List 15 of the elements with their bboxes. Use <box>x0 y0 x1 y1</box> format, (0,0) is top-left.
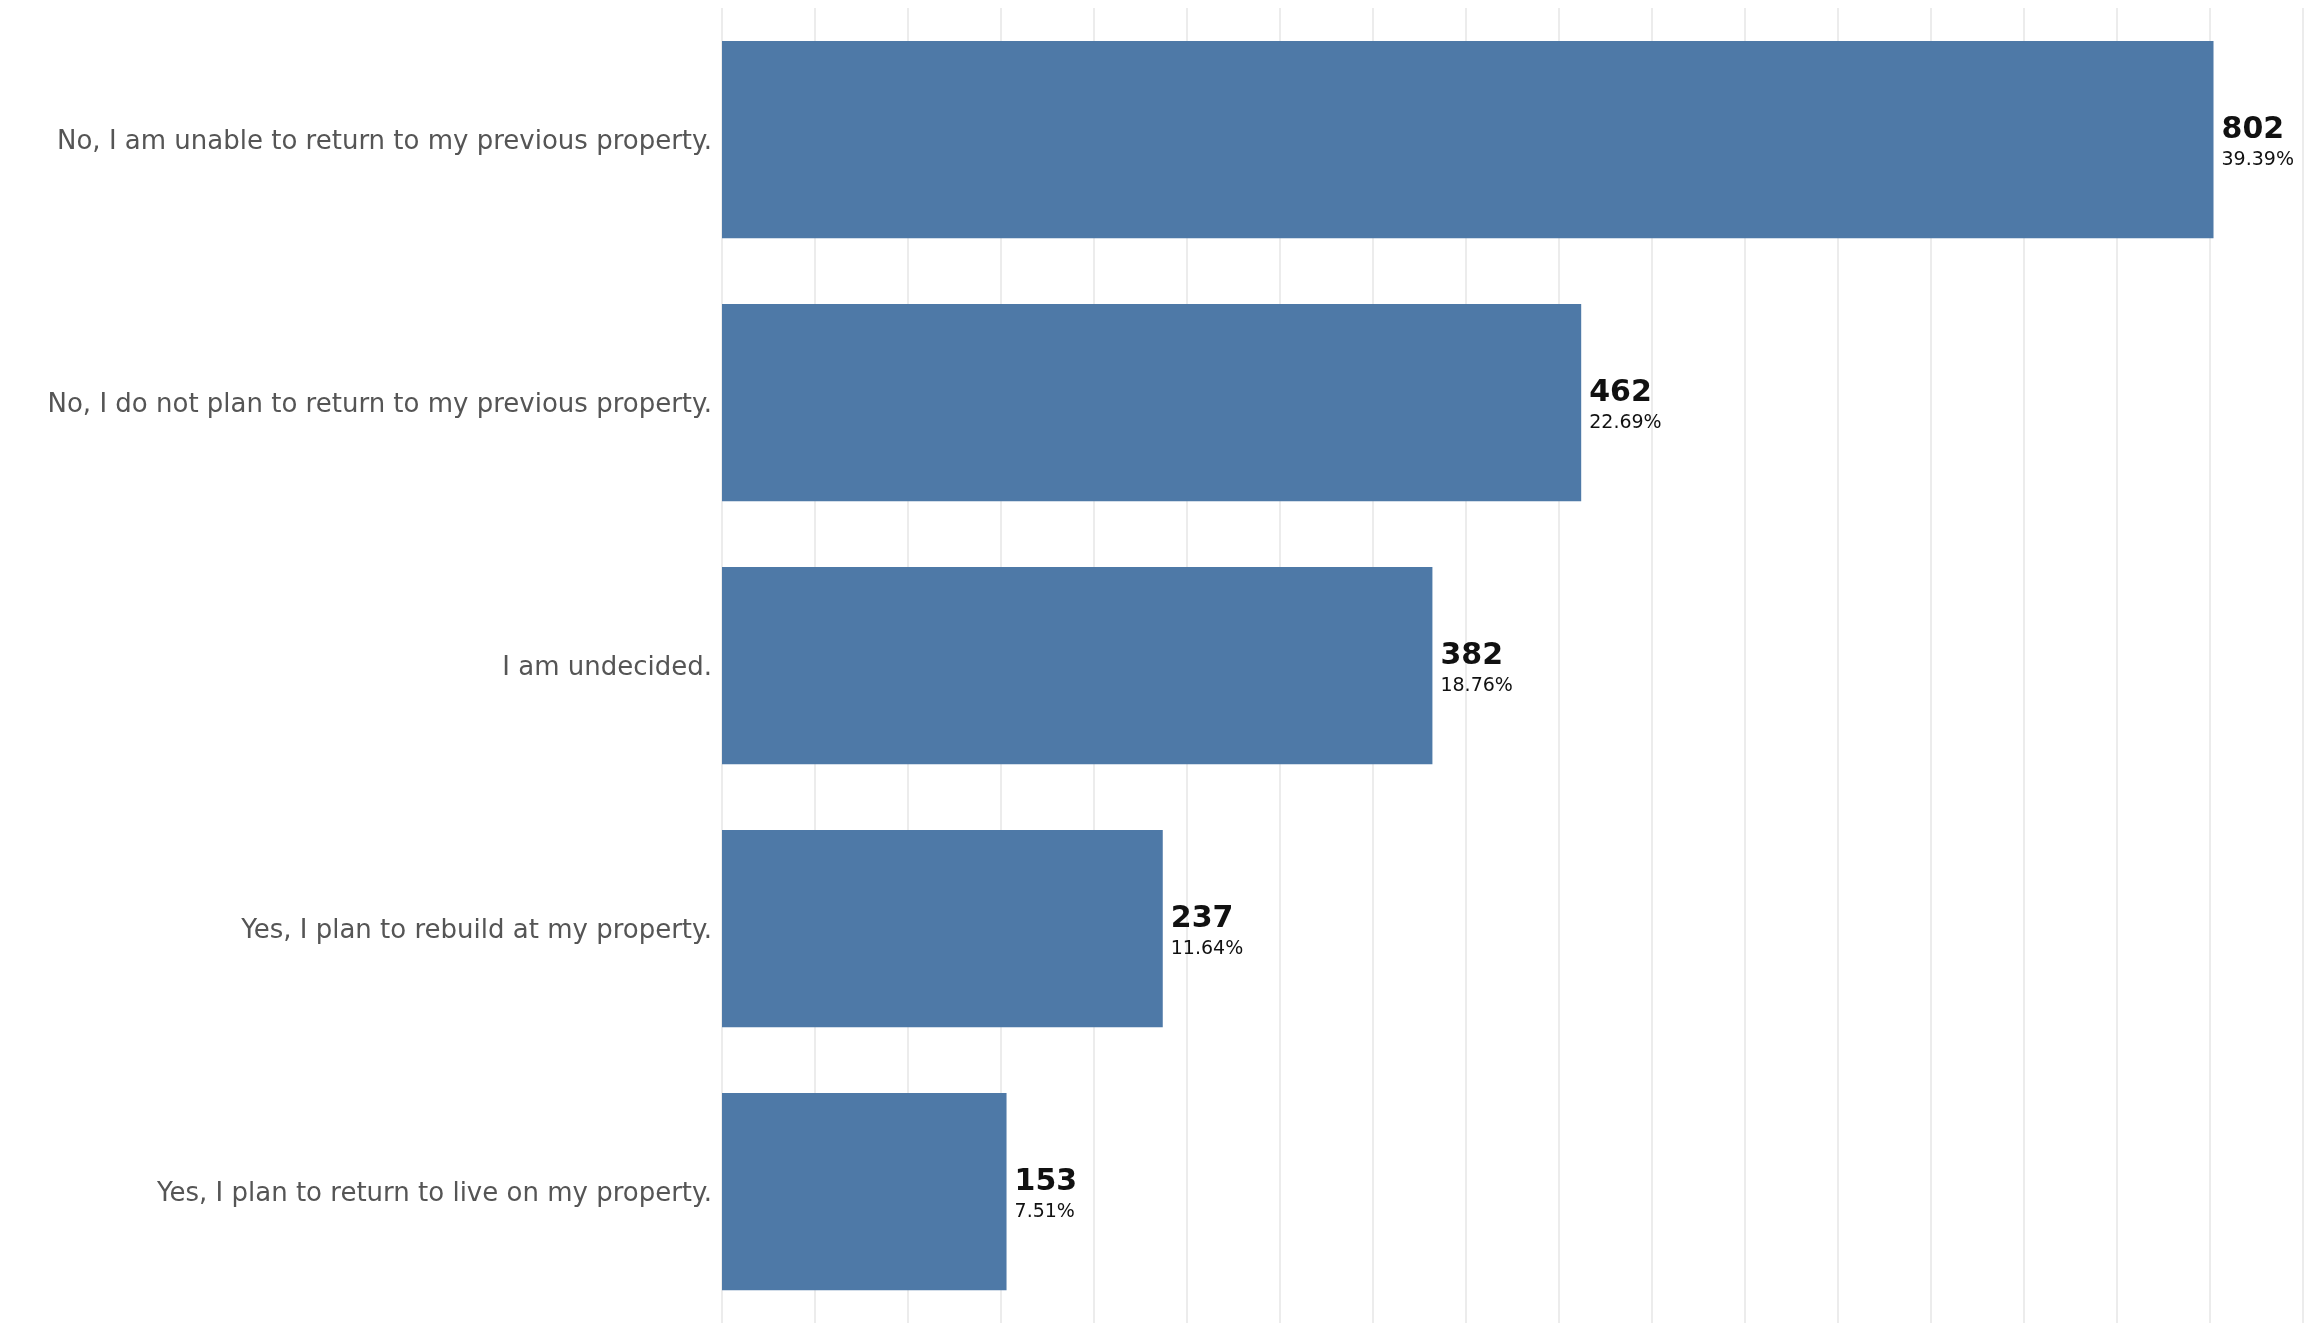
bar <box>722 829 1163 1028</box>
y-tick-label: Yes, I plan to rebuild at my property. <box>240 913 712 944</box>
bar <box>722 303 1582 502</box>
y-tick-label: Yes, I plan to return to live on my property. <box>156 1176 712 1207</box>
data-label: 462 22.69% <box>1589 373 1662 432</box>
bar <box>722 1092 1007 1291</box>
y-tick-label: I am undecided. <box>502 650 712 681</box>
data-label: 153 7.51% <box>1014 1162 1078 1221</box>
data-label: 237 11.64% <box>1170 899 1244 958</box>
y-tick-label: No, I do not plan to return to my previous property. <box>47 387 712 418</box>
data-label: 382 18.76% <box>1440 636 1513 695</box>
bar <box>722 40 2214 239</box>
data-label: 802 39.39% <box>2221 110 2294 169</box>
bar <box>722 566 1433 765</box>
y-tick-label: No, I am unable to return to my previous property. <box>57 124 712 155</box>
